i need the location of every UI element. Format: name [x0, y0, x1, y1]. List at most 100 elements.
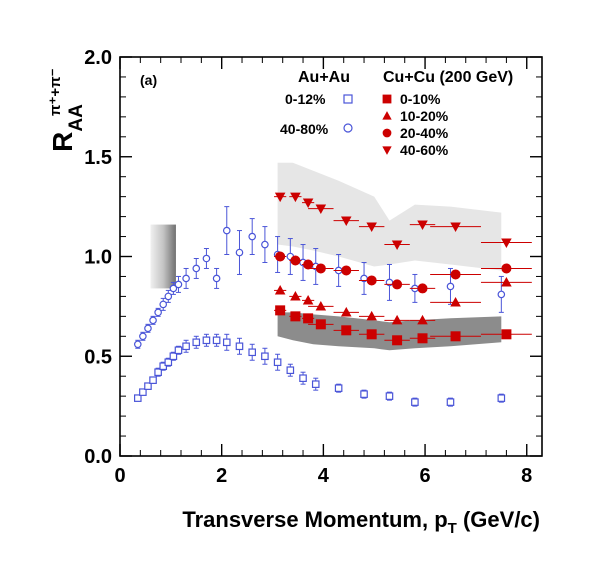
x-tick-label: 4	[318, 465, 330, 487]
data-point	[385, 392, 394, 400]
data-point	[417, 283, 428, 294]
y-axis: 0.0 0.5 1.0 1.5 2.0	[84, 47, 542, 468]
legend-auau-heading: Au+Au	[298, 69, 350, 86]
legend-marker	[382, 146, 392, 155]
data-point	[192, 264, 201, 273]
data-point	[139, 388, 147, 396]
data-point	[450, 269, 461, 280]
data-point	[303, 259, 314, 270]
x-tick-label: 2	[216, 465, 227, 487]
data-point	[497, 290, 506, 299]
data-point	[315, 263, 326, 274]
data-point	[164, 292, 173, 301]
legend-marker	[382, 111, 392, 120]
x-axis: 0 2 4 6 8	[114, 57, 532, 487]
data-points	[133, 192, 532, 407]
legend-label: 20-40%	[400, 125, 449, 141]
data-point	[392, 279, 403, 290]
band-light	[277, 162, 502, 271]
legend: Au+Au Cu+Cu (200 GeV) 0-12% 40-80% 0-10%10…	[280, 69, 513, 158]
data-point	[182, 342, 190, 351]
legend-entries: 0-12% 40-80% 0-10%10-20%20-40%40-60%	[280, 91, 449, 158]
legend-marker	[343, 94, 353, 104]
data-point	[366, 329, 377, 340]
x-tick-label: 0	[114, 465, 125, 487]
data-point	[261, 240, 269, 249]
data-point	[366, 310, 377, 321]
data-point	[411, 398, 419, 406]
data-point	[144, 324, 152, 333]
y-tick-label: 0.5	[84, 346, 112, 368]
data-point	[290, 290, 301, 301]
x-title-unit: (GeV/c)	[463, 507, 540, 532]
data-point	[144, 382, 152, 390]
data-point	[450, 331, 461, 342]
data-point	[315, 319, 326, 330]
data-point	[446, 398, 455, 406]
data-point	[154, 368, 162, 377]
data-point	[273, 358, 282, 367]
data-point	[149, 316, 157, 325]
data-point	[303, 313, 314, 324]
data-point	[501, 238, 512, 248]
normalization-uncertainty-box	[150, 224, 176, 289]
data-point	[212, 336, 221, 345]
data-point	[302, 198, 314, 209]
data-point	[450, 296, 461, 307]
data-point	[366, 222, 377, 232]
data-point	[340, 306, 352, 317]
data-point	[133, 394, 142, 402]
x-tick-label: 8	[521, 465, 532, 487]
data-point	[222, 226, 231, 235]
data-point	[340, 216, 352, 227]
data-point	[202, 254, 211, 263]
data-point	[202, 336, 211, 345]
legend-label: 40-80%	[280, 121, 329, 137]
legend-label: 0-10%	[400, 91, 441, 107]
legend-marker	[382, 94, 392, 104]
data-point	[417, 333, 428, 344]
x-axis-title: Transverse Momentum, pT (GeV/c)	[182, 507, 540, 537]
panel-label: (a)	[140, 72, 157, 88]
data-point	[391, 240, 403, 250]
series-20-40%	[274, 251, 532, 294]
data-point	[366, 275, 377, 286]
data-point	[235, 342, 244, 351]
data-point	[311, 380, 320, 388]
y-axis-title: RAA π⁺+π⁻	[47, 68, 87, 151]
data-point	[417, 314, 428, 325]
data-point	[154, 308, 162, 317]
data-point	[341, 265, 352, 276]
data-point	[446, 282, 455, 291]
y-title-sup: π⁺+π⁻	[47, 68, 64, 116]
normalization-box	[150, 224, 176, 289]
data-point	[248, 232, 256, 241]
series-40-60%	[274, 192, 532, 250]
y-tick-label: 1.5	[84, 147, 112, 169]
data-point	[290, 311, 301, 322]
x-title-sub: T	[448, 520, 457, 537]
data-point	[169, 352, 178, 361]
data-point	[450, 222, 461, 232]
data-point	[290, 192, 301, 203]
data-point	[501, 263, 512, 274]
data-point	[286, 366, 295, 375]
y-title-main: R	[47, 132, 78, 152]
data-point	[174, 280, 183, 289]
data-point	[299, 374, 307, 382]
data-point	[275, 251, 286, 262]
data-point	[149, 376, 157, 384]
data-point	[290, 255, 301, 266]
data-point	[222, 338, 231, 347]
data-point	[182, 274, 190, 283]
data-point	[261, 352, 269, 361]
svg-text:RAA: RAA	[47, 104, 87, 152]
data-point	[392, 335, 403, 346]
data-point	[417, 220, 428, 231]
data-point	[315, 300, 327, 311]
data-point	[159, 300, 168, 309]
legend-label: 40-60%	[400, 142, 449, 158]
series-0-10%	[274, 305, 532, 346]
data-point	[391, 314, 403, 325]
